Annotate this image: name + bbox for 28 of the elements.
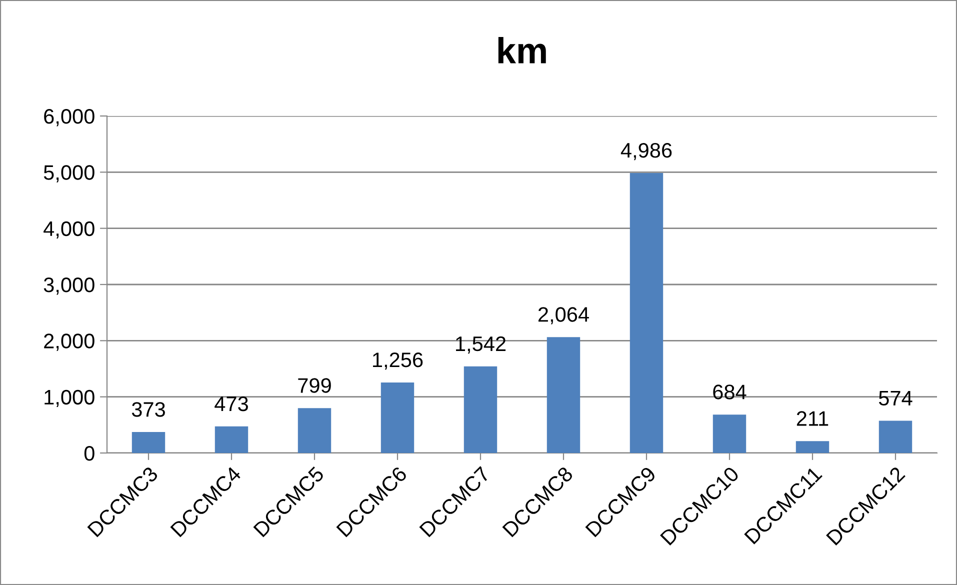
bar <box>132 432 166 453</box>
bar <box>546 337 580 453</box>
bar <box>380 382 414 453</box>
data-label: 4,986 <box>620 142 672 160</box>
y-tick-label: 4,000 <box>44 221 94 239</box>
data-label: 684 <box>713 384 746 400</box>
bar <box>214 426 248 453</box>
bar <box>712 414 746 453</box>
y-tick-label: 5,000 <box>44 165 94 182</box>
data-label: 1,256 <box>373 352 423 370</box>
data-label: 574 <box>878 390 912 406</box>
data-label: 2,064 <box>538 307 589 324</box>
y-tick-label: 0 <box>84 446 94 461</box>
data-label: 1,542 <box>456 336 506 354</box>
bar <box>878 420 912 453</box>
data-label: 211 <box>796 411 828 426</box>
bar <box>630 172 664 453</box>
data-label: 799 <box>298 378 331 393</box>
bar <box>796 441 830 453</box>
y-tick-label: 2,000 <box>44 334 94 351</box>
y-tick-label: 3,000 <box>44 278 94 295</box>
y-tick-label: 1,000 <box>44 390 94 408</box>
bar <box>298 408 332 453</box>
data-label: 473 <box>214 396 248 412</box>
chart-title: km <box>498 37 546 64</box>
bar <box>464 366 498 453</box>
y-tick-label: 6,000 <box>44 109 94 126</box>
data-label: 373 <box>132 402 165 417</box>
